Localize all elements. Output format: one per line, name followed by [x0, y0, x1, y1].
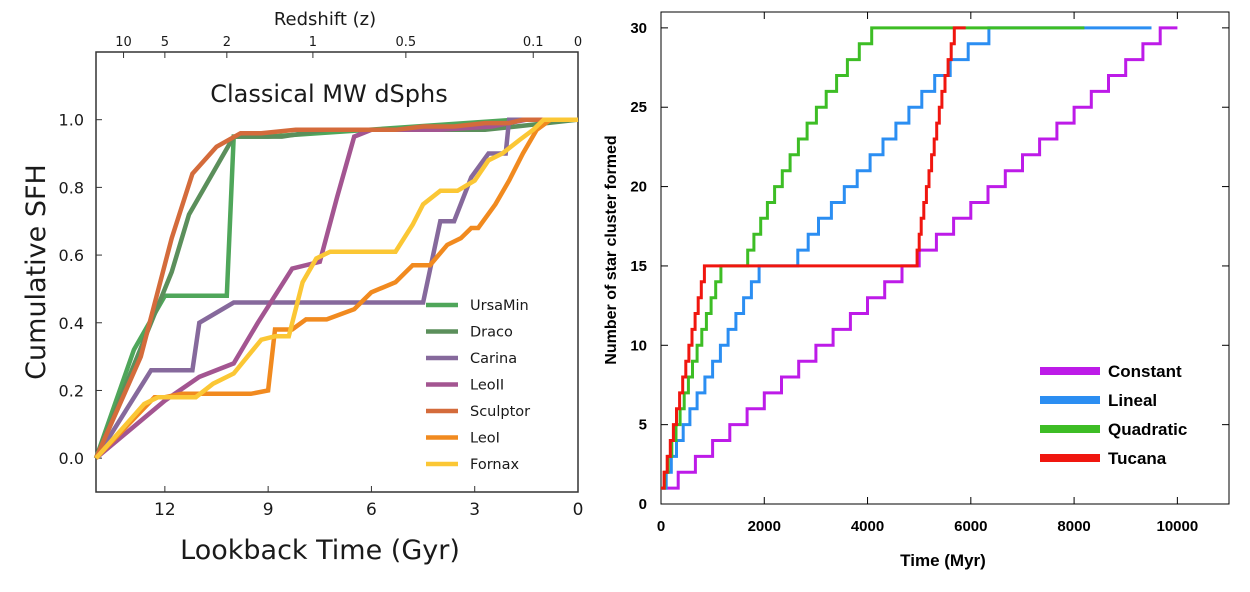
left-y-axis-label: Cumulative SFH [21, 164, 52, 380]
left-plot-frame [95, 51, 579, 493]
left-legend-label: Sculptor [470, 404, 530, 420]
right-legend-label: Tucana [1108, 449, 1167, 468]
right-legend-label: Constant [1108, 362, 1182, 381]
left-top-tick-label: 10 [115, 35, 132, 50]
left-chart: Classical MW dSphs Redshift (z) Lookback… [21, 9, 583, 566]
left-top-tick-label: 0.1 [523, 35, 544, 50]
right-y-tick-label: 30 [630, 20, 647, 37]
left-y-tick-label: 0.4 [59, 314, 84, 333]
left-y-tick-label: 0.0 [59, 449, 84, 468]
left-x-tick-label: 6 [366, 500, 377, 520]
left-series-line-leoi [94, 117, 578, 460]
right-y-axis-label: Number of star cluster formed [603, 135, 620, 364]
left-series-line-draco [93, 117, 579, 460]
right-plot-frame [660, 11, 1230, 505]
right-y-tick-label: 15 [630, 258, 647, 275]
right-y-tick-label: 10 [630, 337, 647, 354]
right-x-tick-label: 8000 [1057, 518, 1090, 535]
right-x-tick-label: 2000 [748, 518, 781, 535]
left-top-axis-label: Redshift (z) [274, 9, 376, 30]
right-legend: Constant Lineal Quadratic Tucana [1040, 362, 1187, 468]
right-series-line-lineal [661, 26, 1152, 490]
left-series-line-fornax [94, 117, 578, 460]
right-x-tick-label: 0 [657, 518, 665, 535]
right-series-line-quadratic [661, 26, 1085, 490]
left-x-tick-label: 12 [154, 500, 176, 520]
right-series-line-constant [661, 26, 1178, 490]
left-legend-label: LeoI [470, 431, 500, 447]
left-series-line-sculptor [93, 117, 578, 460]
right-chart: Time (Myr) Number of star cluster formed… [603, 11, 1230, 570]
left-y-tick-label: 0.6 [59, 246, 84, 265]
left-x-tick-label: 0 [573, 500, 584, 520]
right-legend-label: Quadratic [1108, 420, 1187, 439]
left-y-tick-label: 0.2 [59, 381, 84, 400]
left-legend: UrsaMin Draco Carina LeoII Sculptor LeoI Forna… [426, 298, 530, 473]
right-x-tick-label: 4000 [851, 518, 884, 535]
right-series-line-tucana [661, 26, 966, 490]
right-x-tick-label: 10000 [1157, 518, 1199, 535]
left-top-tick-label: 2 [223, 35, 231, 50]
left-y-tick-label: 1.0 [59, 111, 84, 130]
right-x-tick-label: 6000 [954, 518, 987, 535]
right-y-tick-label: 0 [639, 496, 647, 513]
right-y-tick-label: 25 [630, 99, 647, 116]
right-y-tick-label: 20 [630, 179, 647, 196]
left-series-line-leoii [94, 117, 578, 460]
left-x-axis-label: Lookback Time (Gyr) [180, 535, 460, 566]
left-x-tick-label: 3 [469, 500, 480, 520]
left-top-tick-label: 5 [161, 35, 169, 50]
right-x-axis-label: Time (Myr) [900, 551, 986, 570]
left-top-tick-label: 0 [574, 35, 582, 50]
left-top-tick-label: 1 [309, 35, 317, 50]
left-legend-label: UrsaMin [470, 298, 529, 314]
left-chart-title: Classical MW dSphs [210, 80, 448, 108]
left-legend-label: Draco [470, 325, 513, 341]
left-legend-label: Fornax [470, 457, 519, 473]
left-legend-label: Carina [470, 351, 517, 367]
left-y-tick-label: 0.8 [59, 178, 84, 197]
left-top-tick-label: 0.5 [396, 35, 417, 50]
left-legend-label: LeoII [470, 378, 504, 394]
left-x-tick-label: 9 [263, 500, 274, 520]
right-y-tick-label: 5 [639, 417, 647, 434]
right-legend-label: Lineal [1108, 391, 1157, 410]
